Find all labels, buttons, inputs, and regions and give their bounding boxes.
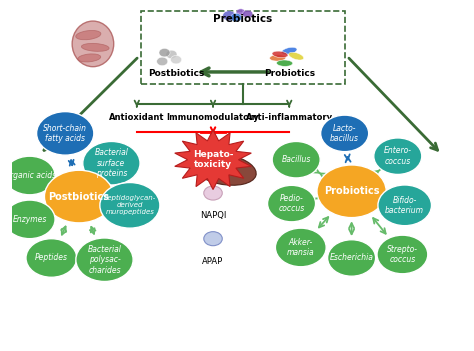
Circle shape — [159, 48, 170, 57]
Text: Organic acids: Organic acids — [4, 171, 56, 180]
Circle shape — [378, 185, 431, 226]
Circle shape — [76, 238, 133, 282]
Text: APAP: APAP — [202, 257, 224, 266]
Circle shape — [83, 141, 140, 185]
Ellipse shape — [78, 54, 100, 62]
Circle shape — [26, 239, 77, 277]
Text: Akker-
mansia: Akker- mansia — [287, 238, 315, 257]
Circle shape — [377, 235, 428, 274]
Circle shape — [204, 186, 222, 200]
Circle shape — [267, 185, 316, 222]
Circle shape — [236, 9, 246, 16]
Text: Prebiotics: Prebiotics — [213, 14, 273, 24]
Text: Lacto-
bacillus: Lacto- bacillus — [330, 124, 359, 143]
Circle shape — [157, 57, 168, 66]
Text: Short-chain
fatty acids: Short-chain fatty acids — [43, 124, 87, 143]
Circle shape — [171, 55, 182, 64]
Circle shape — [374, 138, 422, 174]
Text: Bacterial
polysac-
charides: Bacterial polysac- charides — [88, 245, 121, 274]
Circle shape — [328, 240, 375, 276]
Text: Escherichia: Escherichia — [329, 253, 374, 263]
Text: Probiotics: Probiotics — [324, 186, 379, 196]
Circle shape — [230, 13, 242, 22]
Ellipse shape — [192, 154, 224, 169]
Text: Pedio-
coccus: Pedio- coccus — [278, 194, 305, 213]
Circle shape — [100, 183, 160, 228]
Text: Hepato-
toxicity: Hepato- toxicity — [193, 150, 233, 170]
Text: Peptidoglycan-
derived
muropeptides: Peptidoglycan- derived muropeptides — [104, 195, 156, 216]
Circle shape — [166, 50, 177, 59]
Text: Postbiotics: Postbiotics — [148, 69, 204, 78]
Text: Peptides: Peptides — [35, 253, 68, 263]
Text: Immunomodulatory: Immunomodulatory — [167, 113, 259, 122]
Circle shape — [272, 141, 320, 178]
Text: Bacterial
surface
proteins: Bacterial surface proteins — [94, 148, 128, 178]
Text: Enzymes: Enzymes — [12, 215, 47, 224]
Ellipse shape — [272, 51, 288, 58]
Text: Probiotics: Probiotics — [264, 69, 315, 78]
Text: Bacillus: Bacillus — [282, 155, 311, 164]
Circle shape — [223, 11, 236, 21]
Circle shape — [243, 10, 253, 18]
Circle shape — [4, 200, 55, 239]
Ellipse shape — [270, 55, 286, 61]
Ellipse shape — [193, 154, 256, 185]
Ellipse shape — [76, 31, 101, 40]
Text: Postbiotics: Postbiotics — [48, 192, 109, 201]
Text: Entero-
coccus: Entero- coccus — [384, 146, 412, 166]
Ellipse shape — [277, 60, 292, 67]
Text: Antioxidant: Antioxidant — [109, 113, 164, 122]
Polygon shape — [175, 130, 251, 190]
Ellipse shape — [82, 44, 109, 51]
Circle shape — [317, 165, 386, 218]
Circle shape — [204, 232, 222, 246]
Circle shape — [275, 228, 326, 267]
Text: Bifido-
bacterium: Bifido- bacterium — [385, 196, 424, 215]
Circle shape — [4, 156, 55, 195]
Ellipse shape — [288, 53, 304, 60]
Text: NAPQI: NAPQI — [200, 211, 226, 220]
Circle shape — [45, 170, 114, 223]
Ellipse shape — [282, 47, 297, 54]
Text: Anti-inflammatory: Anti-inflammatory — [246, 113, 333, 122]
Circle shape — [320, 115, 369, 152]
Circle shape — [36, 112, 94, 155]
Text: Strepto-
coccus: Strepto- coccus — [387, 245, 418, 264]
Ellipse shape — [72, 21, 114, 67]
